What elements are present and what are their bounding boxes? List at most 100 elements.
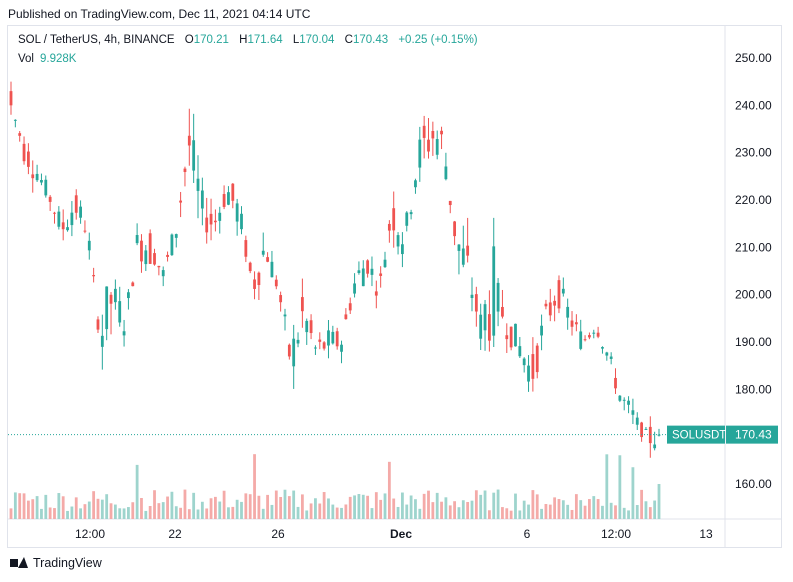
volume-bar xyxy=(170,491,174,519)
volume-bar xyxy=(309,503,313,519)
volume-bar xyxy=(548,504,552,519)
x-tick-label: 12:00 xyxy=(601,527,631,541)
volume-bar xyxy=(118,508,122,519)
candle-body xyxy=(100,335,104,347)
volume-bar xyxy=(344,504,348,519)
candle-body xyxy=(257,272,261,286)
volume-bar xyxy=(183,489,187,519)
candle-body xyxy=(22,143,26,162)
volume-bar xyxy=(374,492,378,519)
volume-bar xyxy=(274,490,278,519)
volume-bar xyxy=(448,505,452,519)
candle-body xyxy=(479,314,483,339)
volume-bar xyxy=(244,493,248,519)
volume-bar xyxy=(79,508,82,519)
candle-body xyxy=(440,130,443,135)
candle-body xyxy=(366,260,370,274)
candle-body xyxy=(214,220,217,223)
symbol-label[interactable]: SOL / TetherUS, 4h, BINANCE xyxy=(18,34,175,46)
candle-body xyxy=(596,332,600,337)
volume-bar xyxy=(335,507,339,519)
volume-bar xyxy=(100,499,104,519)
volume-bar xyxy=(113,504,117,519)
volume-bar xyxy=(70,506,74,519)
volume-bar xyxy=(300,494,304,519)
volume-bar xyxy=(157,503,161,519)
volume-bar xyxy=(248,494,252,519)
candle-body xyxy=(396,235,400,247)
candle-body xyxy=(387,223,391,231)
candle-body xyxy=(566,306,570,318)
volume-bar xyxy=(31,499,35,519)
candle-body xyxy=(540,325,543,336)
volume-bar xyxy=(240,501,243,519)
volume-bar xyxy=(153,490,156,519)
candle-body xyxy=(74,195,78,213)
candle-body xyxy=(522,358,526,366)
volume-bar xyxy=(461,500,465,519)
candle-body xyxy=(266,257,269,262)
candle-body xyxy=(557,280,561,309)
footer-brand: TradingView xyxy=(33,556,102,570)
volume-bar xyxy=(605,454,609,519)
volume-bar xyxy=(235,499,239,519)
volume-bar xyxy=(18,493,22,519)
volume-bar xyxy=(509,510,513,519)
y-tick-label: 190.00 xyxy=(735,335,772,349)
candle-body xyxy=(240,213,243,230)
candle-body xyxy=(227,192,230,205)
ohlc-legend: SOL / TetherUS, 4h, BINANCE O170.21 H171… xyxy=(18,34,478,46)
volume-bar xyxy=(427,490,430,519)
candle-body xyxy=(174,234,178,238)
volume-bar xyxy=(66,510,69,519)
candle-body xyxy=(505,335,509,340)
candle-body xyxy=(270,261,274,278)
candle-body xyxy=(579,331,583,349)
candle-body xyxy=(627,400,630,405)
candle-body xyxy=(61,222,65,230)
volume-bar xyxy=(13,492,17,519)
candle-body xyxy=(592,332,596,334)
candle-body xyxy=(231,183,235,201)
candle-body xyxy=(487,314,491,341)
candle-body xyxy=(35,173,39,181)
volume-bar xyxy=(96,498,100,519)
volume-bar xyxy=(492,492,496,519)
volume-bar xyxy=(231,506,235,519)
candle-body xyxy=(501,306,504,317)
candle-body xyxy=(418,139,422,168)
candle-body xyxy=(13,119,17,121)
candle-body xyxy=(474,294,478,312)
candle-body xyxy=(335,331,339,347)
candle-body xyxy=(544,303,548,307)
volume-bar xyxy=(161,502,165,519)
x-tick-label: 26 xyxy=(271,527,285,541)
volume-bar xyxy=(414,499,417,519)
volume-bar xyxy=(187,509,191,519)
volume-bar xyxy=(522,500,526,519)
candle-body xyxy=(609,356,613,359)
candle-body xyxy=(518,346,522,357)
candle-body xyxy=(200,190,204,209)
candle-body xyxy=(209,213,213,225)
volume-bar xyxy=(514,493,517,519)
volume-bar xyxy=(148,505,152,519)
candle-body xyxy=(370,268,374,275)
volume-bar xyxy=(544,504,548,519)
candle-body xyxy=(583,339,587,341)
candle-body xyxy=(309,320,313,334)
y-tick-label: 180.00 xyxy=(735,382,772,396)
volume-bar xyxy=(579,500,583,519)
volume-bar xyxy=(131,502,135,519)
low-value: 170.04 xyxy=(299,34,335,46)
candle-body xyxy=(48,196,52,202)
volume-bar xyxy=(609,502,613,519)
candle-body xyxy=(331,331,335,344)
candle-body xyxy=(601,347,604,349)
volume-bar xyxy=(457,507,461,519)
candle-body xyxy=(83,230,87,232)
candle-body xyxy=(614,377,617,389)
volume-bar xyxy=(140,497,143,519)
volume-bar xyxy=(574,494,578,519)
